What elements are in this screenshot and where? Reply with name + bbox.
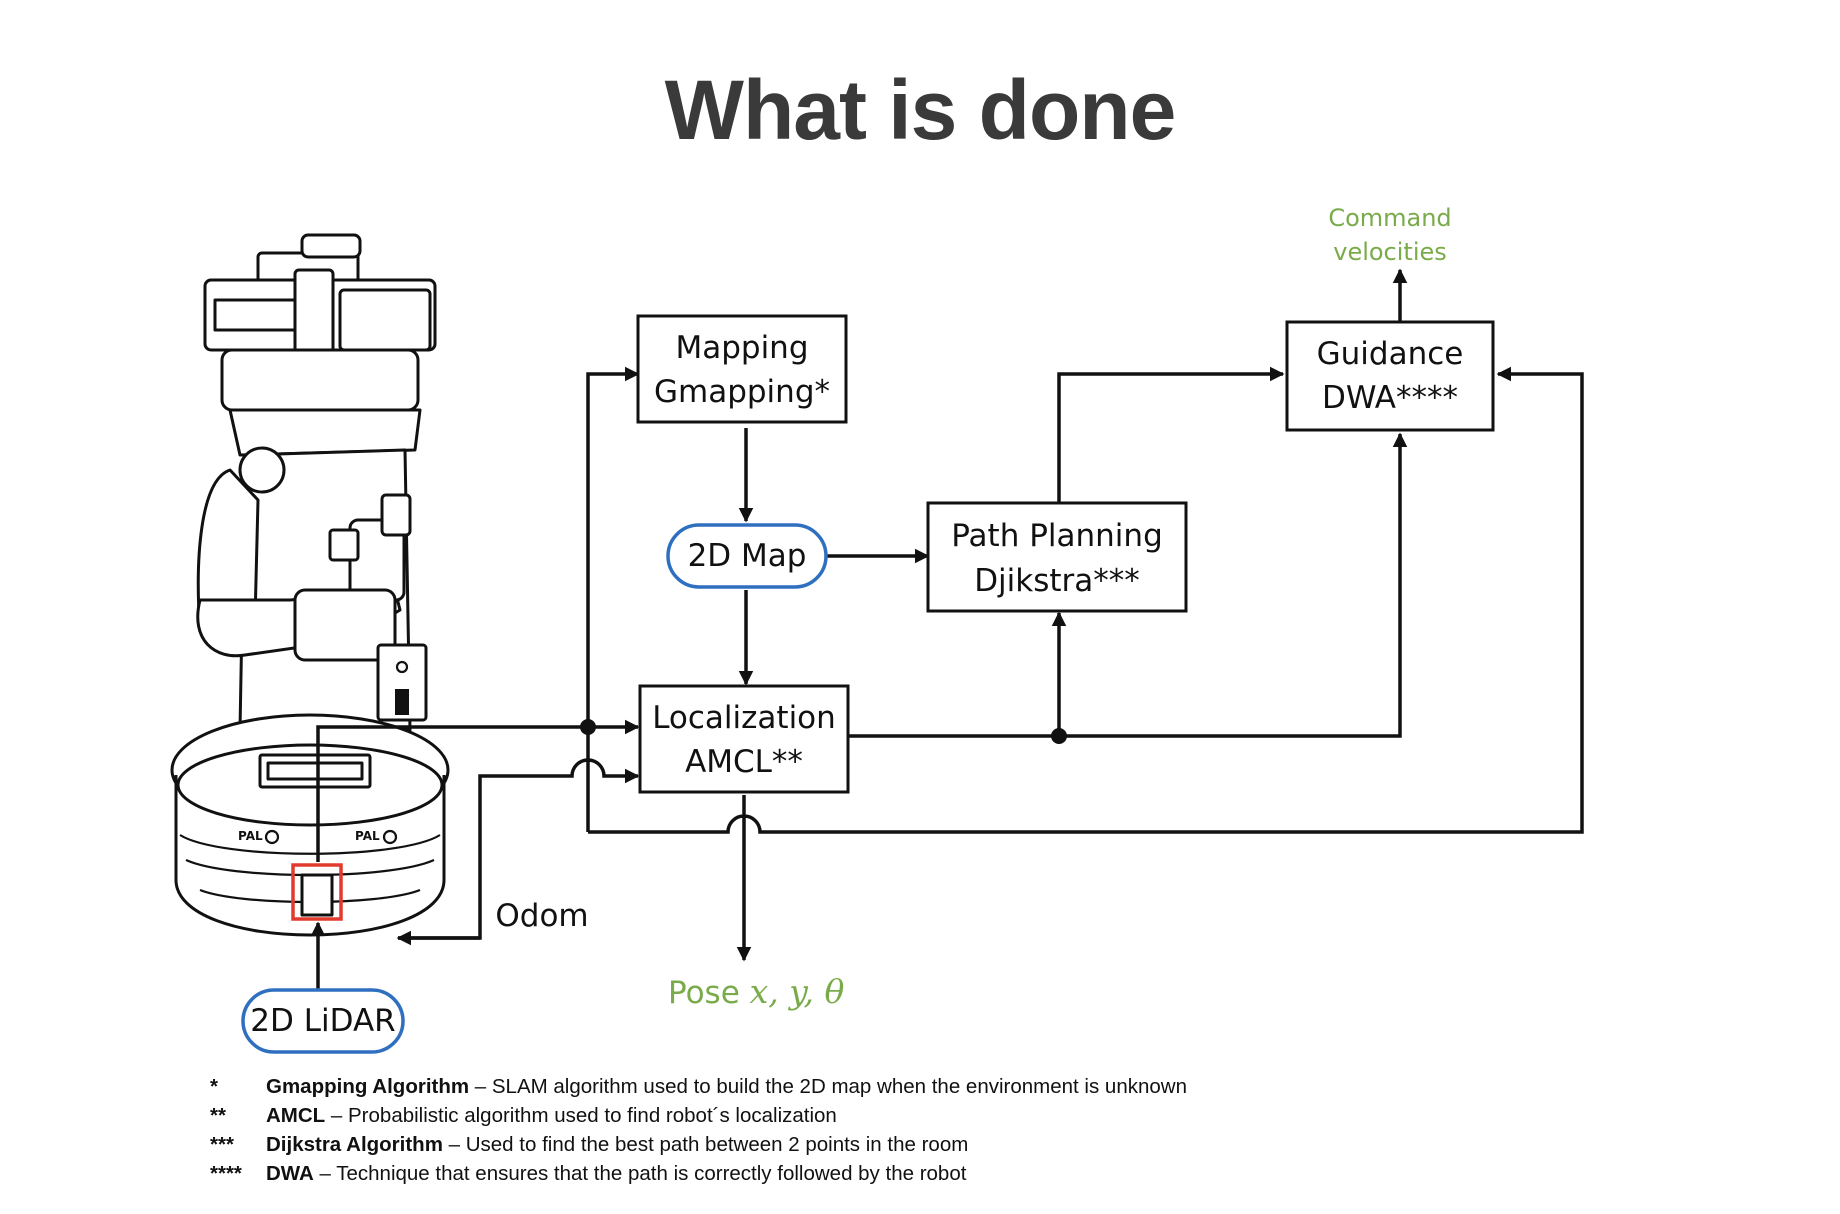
footnote-mark: ***	[210, 1133, 234, 1156]
footnote-term: Gmapping Algorithm	[266, 1075, 470, 1098]
localization-title: Localization	[652, 700, 836, 736]
connections	[310, 268, 1584, 992]
node-mapping: Mapping Gmapping*	[636, 314, 848, 424]
footnote-mark: *	[210, 1075, 218, 1098]
path-planning-title: Path Planning	[951, 518, 1163, 554]
footnote-term: Dijkstra Algorithm	[266, 1133, 443, 1156]
footnote-item: **** DWA – Technique that ensures that t…	[210, 1159, 1410, 1188]
odom-label: Odom	[495, 898, 588, 934]
footnote-item: *** Dijkstra Algorithm – Used to find th…	[210, 1130, 1410, 1159]
node-2d-lidar: 2D LiDAR	[241, 988, 405, 1054]
pose-variables: x, y, θ	[750, 972, 845, 1011]
path-planning-algorithm: Djikstra***	[974, 563, 1140, 599]
guidance-algorithm: DWA****	[1322, 380, 1458, 416]
footnote-desc: – SLAM algorithm used to build the 2D ma…	[469, 1075, 1187, 1098]
pose-prefix: Pose	[668, 975, 750, 1011]
footnote-item: ** AMCL – Probabilistic algorithm used t…	[210, 1101, 1410, 1130]
slide-title: What is done	[664, 63, 1177, 157]
footnote-desc: – Used to find the best path between 2 p…	[442, 1133, 969, 1156]
footnote-item: * Gmapping Algorithm – SLAM algorithm us…	[210, 1072, 1410, 1101]
node-path-planning: Path Planning Djikstra***	[926, 501, 1188, 613]
footnote-desc: – Probabilistic algorithm used to find r…	[325, 1104, 837, 1127]
command-label-line1: Command	[1328, 204, 1451, 232]
node-2d-map: 2D Map	[666, 523, 828, 589]
footnotes: * Gmapping Algorithm – SLAM algorithm us…	[210, 1072, 1410, 1188]
footnote-mark: ****	[210, 1162, 242, 1185]
mapping-algorithm: Gmapping*	[654, 374, 830, 410]
node-guidance: Guidance DWA****	[1285, 320, 1495, 432]
map2d-label: 2D Map	[688, 538, 807, 574]
svg-text:PAL: PAL	[238, 829, 263, 843]
mapping-title: Mapping	[675, 330, 808, 366]
guidance-title: Guidance	[1317, 336, 1464, 372]
footnote-term: AMCL	[266, 1104, 326, 1127]
lidar-label: 2D LiDAR	[250, 1003, 395, 1039]
node-localization: Localization AMCL**	[638, 684, 850, 794]
localization-algorithm: AMCL**	[685, 744, 803, 780]
footnote-desc: – Technique that ensures that the path i…	[313, 1162, 967, 1185]
svg-text:PAL: PAL	[355, 829, 380, 843]
robot-illustration: PAL PAL	[170, 233, 450, 937]
footnote-mark: **	[210, 1104, 226, 1127]
footnote-term: DWA	[266, 1162, 314, 1185]
pose-label: Pose x, y, θ	[668, 972, 844, 1011]
command-label-line2: velocities	[1333, 238, 1447, 266]
